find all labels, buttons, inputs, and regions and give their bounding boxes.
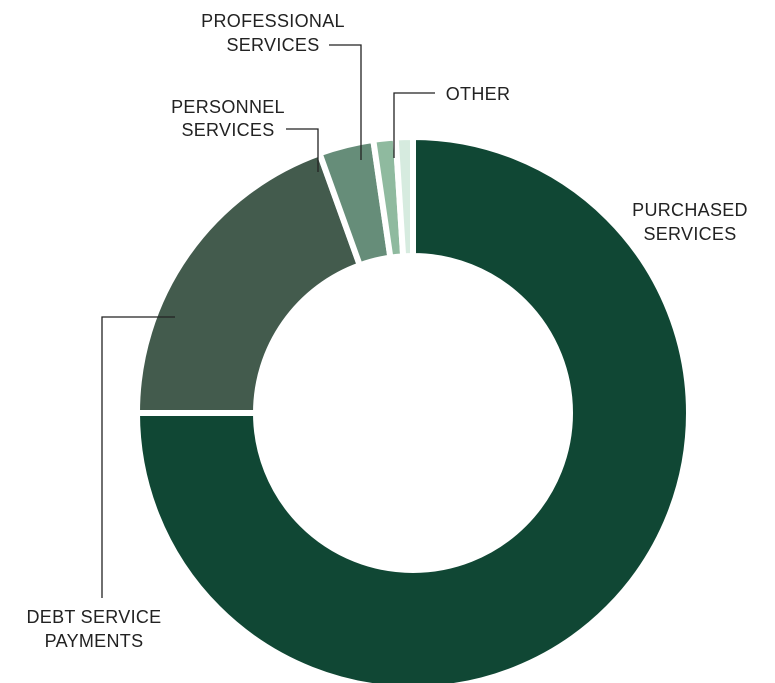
slice-purchased-services [133,133,692,683]
leader-line-professional [329,44,362,160]
label-personnel-line1: PERSONNEL [171,97,285,117]
label-debt-line1: DEBT SERVICE [27,607,162,627]
label-professional-line1: PROFESSIONAL [201,11,345,31]
slices-group [133,133,692,683]
leader-line-other [393,92,435,158]
label-purchased-line1: PURCHASED [632,200,748,220]
label-personnel-line2: SERVICES [181,120,274,140]
leader-line-debt [101,316,175,598]
slice-debt-service-payments [133,149,364,416]
label-professional-line2: SERVICES [226,35,319,55]
label-debt-line2: PAYMENTS [45,631,144,651]
leader-line-personnel [286,128,319,172]
label-other: OTHER [446,84,511,104]
label-purchased-line2: SERVICES [643,224,736,244]
slice-other [392,133,416,260]
